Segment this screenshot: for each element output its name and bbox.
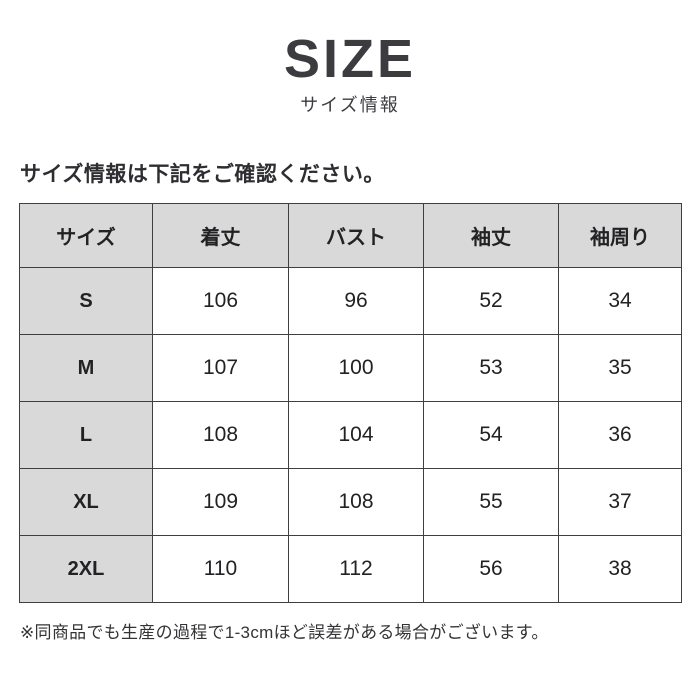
value-cell: 36 — [558, 401, 682, 470]
header-cell-bust: バスト — [288, 203, 424, 269]
value-cell: 53 — [423, 334, 559, 403]
header-cell-sleeve-round: 袖周り — [558, 203, 682, 269]
value-cell: 106 — [152, 267, 289, 336]
value-cell: 38 — [558, 535, 682, 604]
value-cell: 35 — [558, 334, 682, 403]
value-cell: 112 — [288, 535, 424, 604]
value-cell: 54 — [423, 401, 559, 470]
header-cell-length: 着丈 — [152, 203, 289, 269]
table-header-row: サイズ 着丈 バスト 袖丈 袖周り — [19, 203, 682, 269]
value-cell: 96 — [288, 267, 424, 336]
header-cell-sleeve: 袖丈 — [423, 203, 559, 269]
size-cell: L — [19, 401, 153, 470]
value-cell: 52 — [423, 267, 559, 336]
value-cell: 55 — [423, 468, 559, 537]
size-cell: XL — [19, 468, 153, 537]
value-cell: 108 — [152, 401, 289, 470]
size-cell: 2XL — [19, 535, 153, 604]
table-row-xl: XL 109 108 55 37 — [19, 468, 682, 537]
value-cell: 108 — [288, 468, 424, 537]
page-subtitle: サイズ情報 — [300, 95, 400, 116]
value-cell: 37 — [558, 468, 682, 537]
size-cell: S — [19, 267, 153, 336]
value-cell: 104 — [288, 401, 424, 470]
value-cell: 100 — [288, 334, 424, 403]
value-cell: 110 — [152, 535, 289, 604]
header-cell-size: サイズ — [19, 203, 153, 269]
note-text: ※同商品でも生産の過程で1-3cmほど誤差がある場合がございます。 — [20, 623, 549, 643]
size-table: サイズ 着丈 バスト 袖丈 袖周り S 106 96 52 34 M 107 1… — [19, 203, 682, 604]
table-row-2xl: 2XL 110 112 56 38 — [19, 535, 682, 604]
table-row-s: S 106 96 52 34 — [19, 267, 682, 336]
value-cell: 107 — [152, 334, 289, 403]
title-block: SIZE サイズ情報 — [0, 0, 700, 117]
page-title: SIZE — [283, 29, 417, 89]
table-row-m: M 107 100 53 35 — [19, 334, 682, 403]
table-row-l: L 108 104 54 36 — [19, 401, 682, 470]
size-cell: M — [19, 334, 153, 403]
value-cell: 34 — [558, 267, 682, 336]
value-cell: 56 — [423, 535, 559, 604]
value-cell: 109 — [152, 468, 289, 537]
instruction-text: サイズ情報は下記をご確認ください。 — [20, 163, 385, 187]
